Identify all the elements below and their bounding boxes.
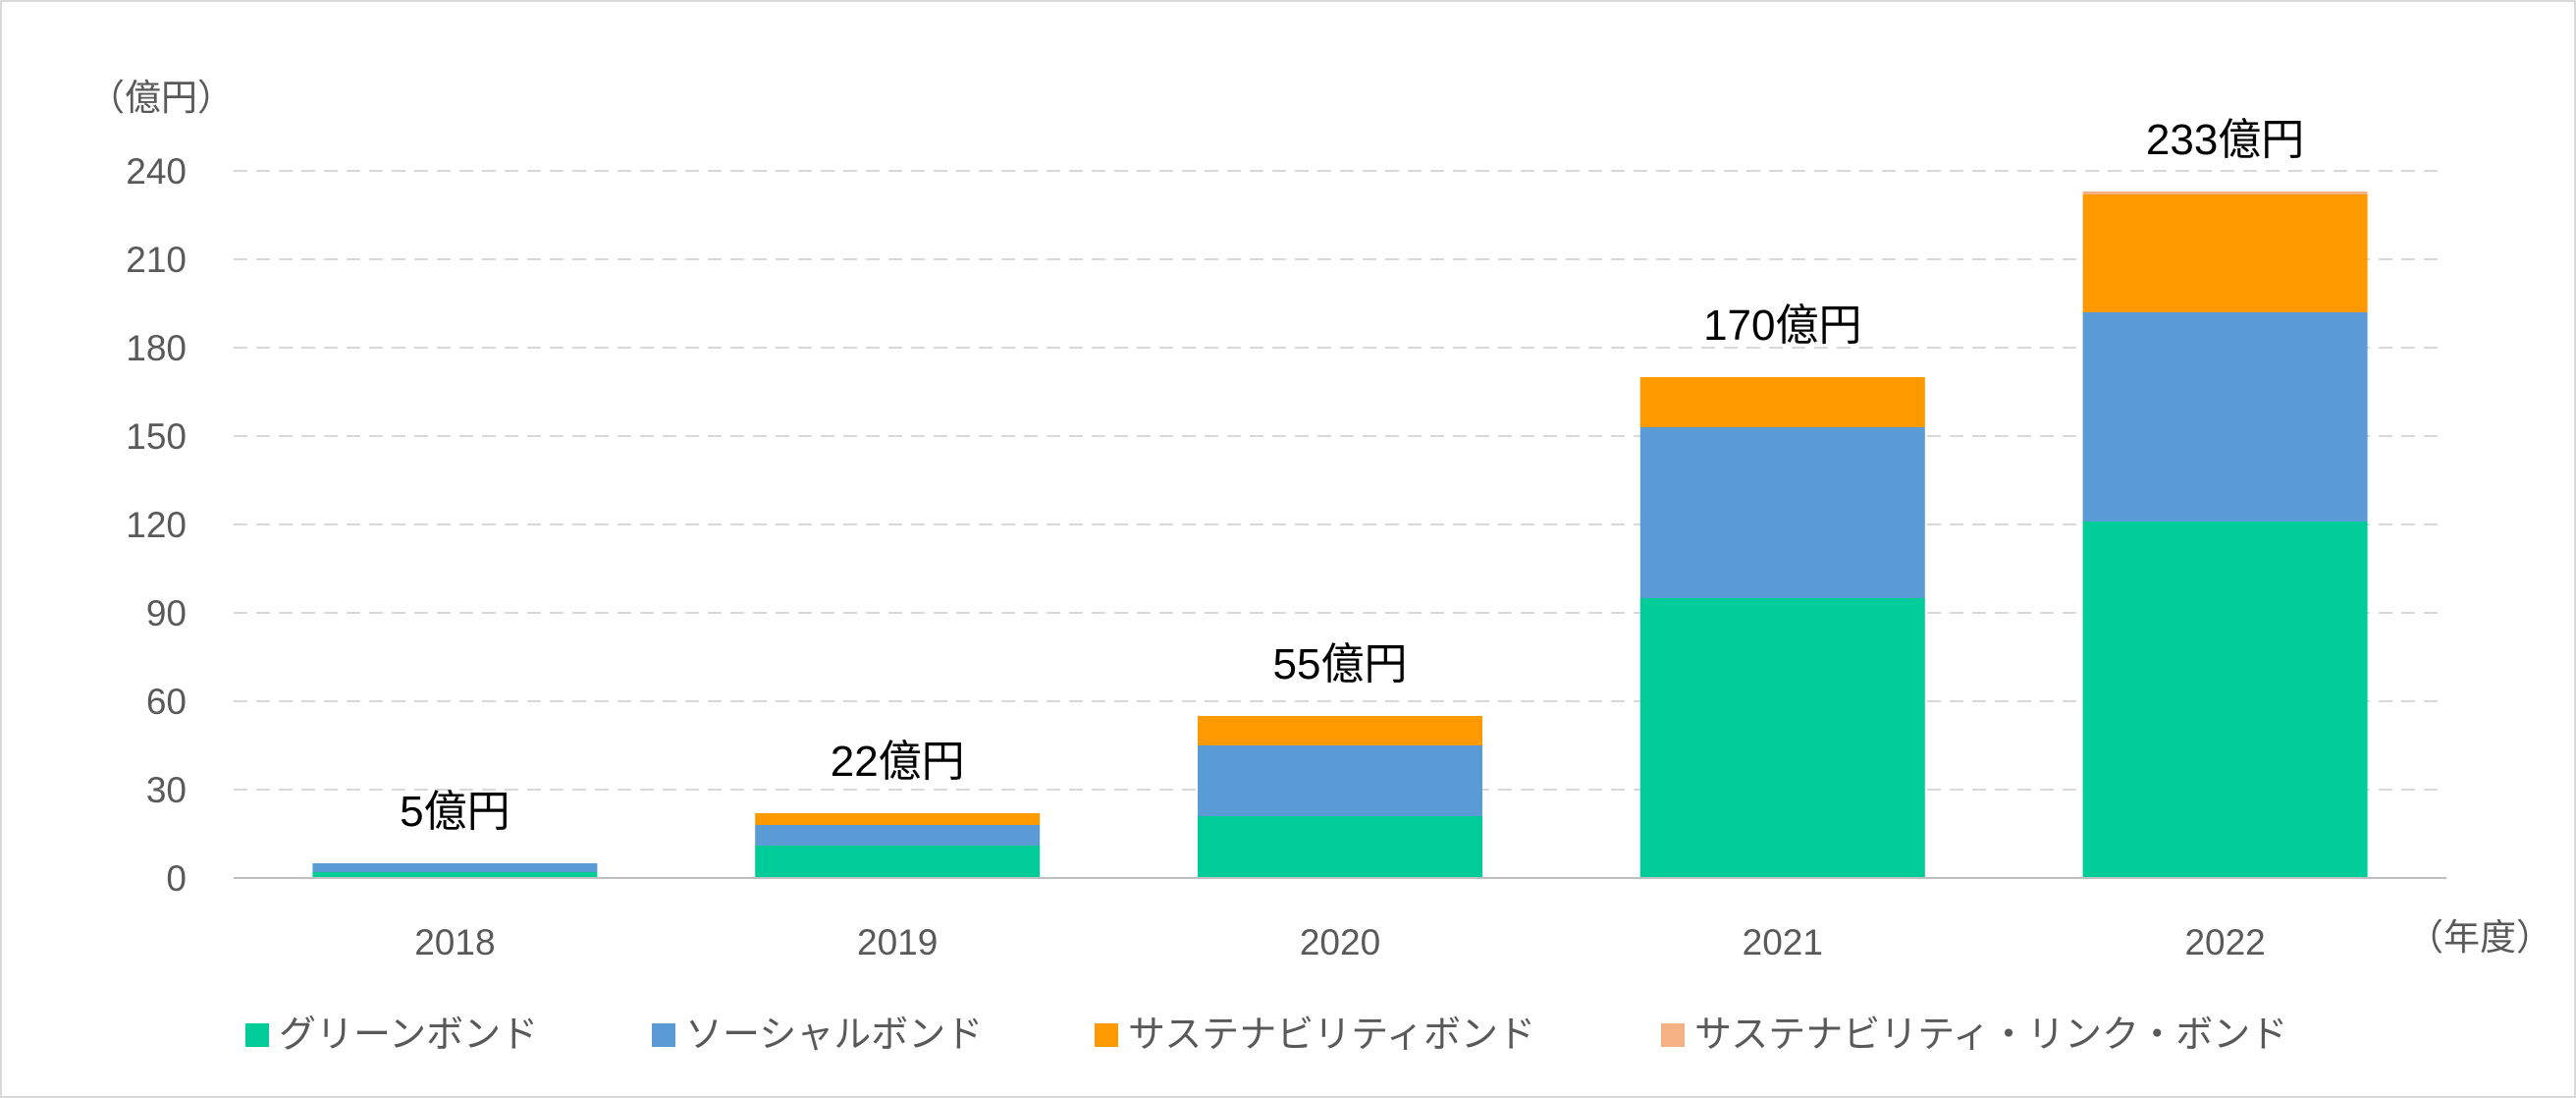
legend-item: ソーシャルボンド [652, 1013, 983, 1056]
legend-swatch [1661, 1023, 1685, 1047]
y-tick-label: 60 [146, 682, 187, 722]
y-tick-label: 210 [126, 240, 187, 280]
legend-label: ソーシャルボンド [685, 1013, 983, 1056]
bar-segment [312, 863, 598, 872]
bar-segment [2082, 192, 2368, 194]
bar-segment [2082, 522, 2368, 878]
bar-segment [1639, 598, 1925, 878]
legend-item: サステナビリティ・リンク・ボンド [1661, 1013, 2287, 1056]
total-label: 233億円 [2146, 116, 2304, 164]
total-label: 170億円 [1703, 302, 1861, 350]
legend-label: グリーンボンド [279, 1013, 538, 1056]
bar-segment [2082, 312, 2368, 522]
y-tick-label: 0 [166, 858, 187, 899]
bar-segment [1639, 427, 1925, 598]
legend: グリーンボンド ソーシャルボンド サステナビリティボンド サステナビリティ・リンク・ボ… [245, 1013, 2287, 1056]
y-axis-ticks: 0 30 60 90 120 150 180 210 240 [126, 151, 187, 899]
y-tick-label: 150 [126, 416, 187, 457]
bars [312, 192, 2368, 878]
total-labels: 5億円 22億円 55億円 170億円 233億円 [400, 116, 2304, 836]
legend-swatch [245, 1023, 269, 1047]
total-label: 22億円 [831, 738, 965, 786]
bar-segment [1198, 745, 1482, 816]
bar-segment [1198, 816, 1482, 878]
bar-segment [312, 872, 598, 878]
x-tick-label: 2020 [1300, 922, 1380, 962]
x-axis-ticks: 2018 2019 2020 2021 2022 [414, 922, 2266, 962]
bar-segment [1198, 716, 1482, 745]
x-tick-label: 2019 [857, 922, 938, 962]
bar-segment [2082, 194, 2368, 312]
y-tick-label: 120 [126, 505, 187, 545]
x-tick-label: 2021 [1743, 922, 1823, 962]
legend-item: サステナビリティボンド [1095, 1013, 1535, 1056]
y-axis-unit-label: （億円） [88, 78, 234, 118]
x-tick-label: 2022 [2184, 922, 2265, 962]
gridlines [234, 170, 2446, 791]
x-tick-label: 2018 [414, 922, 495, 962]
bar-segment [1639, 377, 1925, 427]
total-label: 5億円 [400, 788, 510, 836]
bar-segment [755, 813, 1041, 825]
legend-swatch [652, 1023, 675, 1047]
legend-item: グリーンボンド [245, 1013, 538, 1056]
y-tick-label: 240 [126, 151, 187, 192]
bar-segment [755, 846, 1041, 878]
legend-swatch [1095, 1023, 1118, 1047]
y-tick-label: 180 [126, 328, 187, 368]
x-axis-unit-label: （年度） [2407, 917, 2552, 958]
legend-label: サステナビリティボンド [1128, 1013, 1535, 1056]
y-tick-label: 90 [146, 593, 187, 633]
y-tick-label: 30 [146, 770, 187, 810]
legend-label: サステナビリティ・リンク・ボンド [1694, 1013, 2287, 1056]
total-label: 55億円 [1273, 640, 1408, 688]
bar-segment [755, 825, 1041, 846]
